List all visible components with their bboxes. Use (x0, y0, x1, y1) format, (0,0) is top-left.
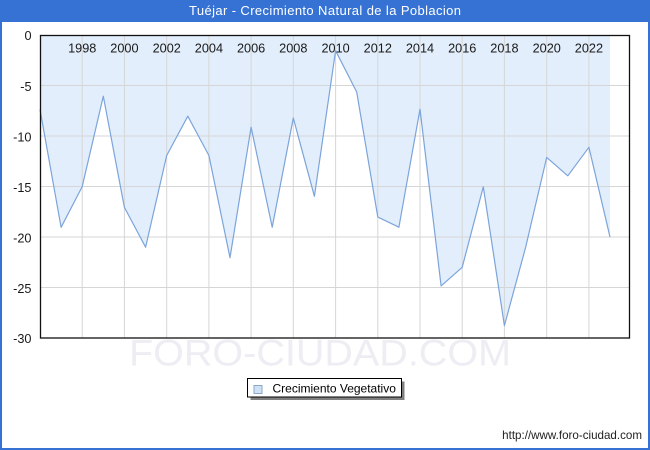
svg-text:2004: 2004 (195, 42, 223, 56)
svg-text:2010: 2010 (321, 42, 349, 56)
svg-text:-5: -5 (20, 80, 31, 94)
svg-text:2020: 2020 (533, 42, 561, 56)
svg-text:-10: -10 (13, 131, 31, 145)
svg-text:http://www.foro-ciudad.com: http://www.foro-ciudad.com (502, 429, 642, 442)
svg-text:-30: -30 (13, 332, 31, 346)
svg-text:2012: 2012 (364, 42, 392, 56)
svg-text:-15: -15 (13, 181, 31, 195)
svg-text:-20: -20 (13, 232, 31, 246)
svg-text:2006: 2006 (237, 42, 265, 56)
svg-text:Crecimiento Vegetativo: Crecimiento Vegetativo (273, 382, 397, 396)
svg-text:2002: 2002 (153, 42, 181, 56)
svg-text:2014: 2014 (406, 42, 434, 56)
svg-text:2016: 2016 (448, 42, 476, 56)
svg-text:2008: 2008 (279, 42, 307, 56)
svg-text:2022: 2022 (575, 42, 603, 56)
svg-text:Tuéjar - Crecimiento Natural d: Tuéjar - Crecimiento Natural de la Pobla… (189, 3, 461, 18)
svg-text:0: 0 (24, 29, 31, 43)
svg-text:2000: 2000 (110, 42, 138, 56)
svg-text:1998: 1998 (68, 42, 96, 56)
svg-text:2018: 2018 (490, 42, 518, 56)
svg-text:-25: -25 (13, 282, 31, 296)
